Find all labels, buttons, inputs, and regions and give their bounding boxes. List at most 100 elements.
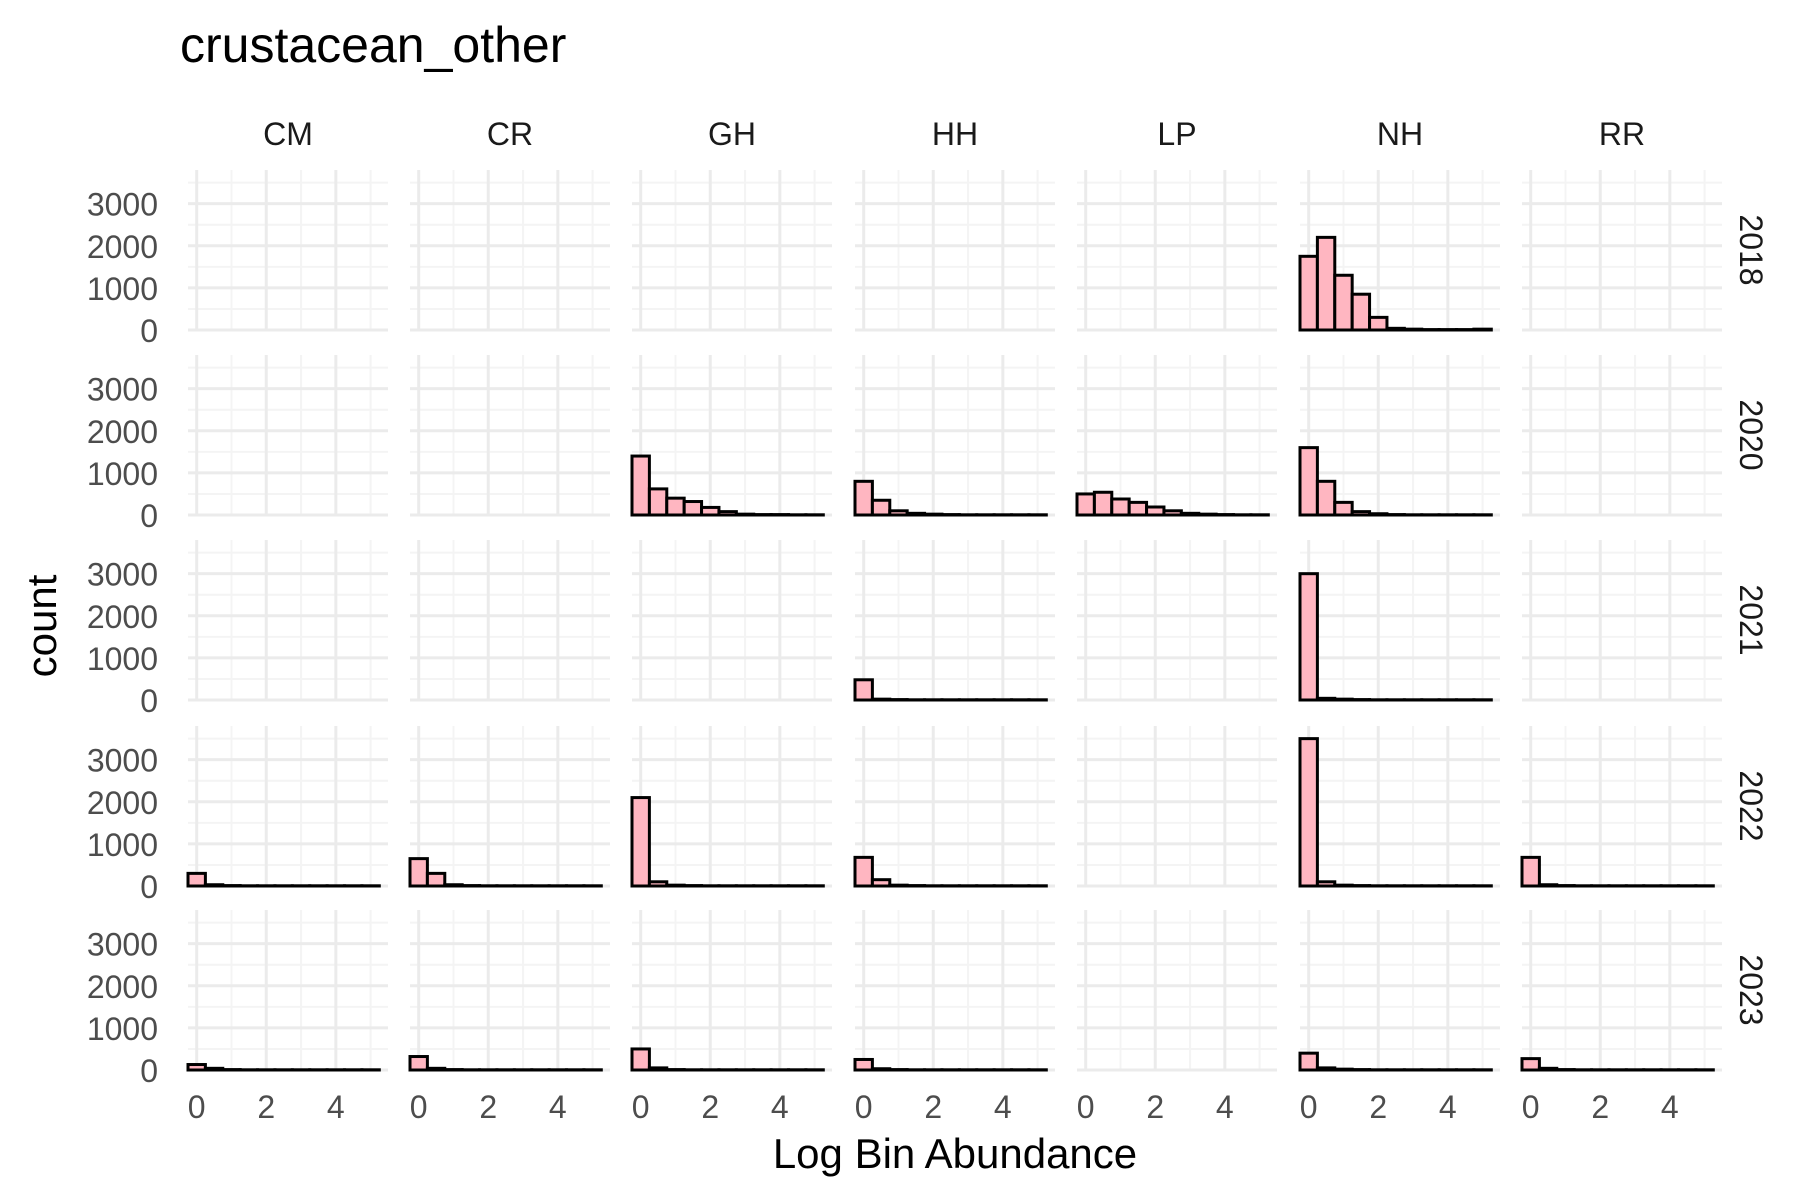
histogram-bar xyxy=(1333,273,1354,332)
x-tick-label: 4 xyxy=(549,1089,567,1125)
histogram-bar xyxy=(647,487,669,517)
y-tick-label: 0 xyxy=(140,1053,158,1089)
histogram-bar xyxy=(905,511,927,517)
facet-panel-CM-2022: 0 1000 2000 3000 xyxy=(87,726,388,905)
histogram-bar xyxy=(1179,511,1201,517)
x-tick-label: 4 xyxy=(1216,1089,1234,1125)
y-tick-label: 1000 xyxy=(87,827,158,863)
x-tick-label: 2 xyxy=(479,1089,497,1125)
histogram-bar xyxy=(1145,505,1166,517)
histogram-bar xyxy=(1298,254,1319,332)
y-tick-label: 1000 xyxy=(87,271,158,307)
x-tick-label: 4 xyxy=(1439,1089,1457,1125)
facet-panel-RR-2023: 0 2 4 xyxy=(1520,910,1722,1125)
facet-panel-LP-2018 xyxy=(1077,170,1277,332)
histogram-bar xyxy=(647,880,669,888)
histogram-bar xyxy=(1127,500,1149,517)
facet-panel-NH-2021 xyxy=(1298,540,1500,702)
y-tick-label: 0 xyxy=(140,498,158,534)
y-tick-label: 0 xyxy=(140,683,158,719)
histogram-bar xyxy=(1472,327,1493,332)
facet-panel-GH-2023: 0 2 4 xyxy=(630,910,832,1125)
histogram-bar xyxy=(682,500,704,517)
x-tick-label: 4 xyxy=(327,1089,345,1125)
y-tick-label: 2000 xyxy=(87,599,158,635)
facet-panel-LP-2020 xyxy=(1075,355,1277,517)
facet-panel-GH-2018 xyxy=(632,170,832,332)
y-tick-label: 1000 xyxy=(87,456,158,492)
histogram-bar xyxy=(1092,490,1114,517)
y-tick-label: 2000 xyxy=(87,969,158,1005)
y-tick-label: 2000 xyxy=(87,414,158,450)
facet-panel-RR-2020 xyxy=(1522,355,1722,517)
histogram-bar xyxy=(425,871,447,888)
histogram-bar xyxy=(853,678,874,702)
facet-panel-RR-2022 xyxy=(1520,726,1722,888)
facet-panel-HH-2018 xyxy=(855,170,1055,332)
histogram-bar xyxy=(1298,1051,1319,1072)
y-tick-label: 1000 xyxy=(87,1011,158,1047)
histogram-bar xyxy=(630,796,651,888)
facet-panel-CR-2020 xyxy=(410,355,610,517)
facet-panel-CR-2023: 0 2 4 xyxy=(408,910,610,1125)
histogram-bar xyxy=(1333,697,1354,702)
histogram-bar xyxy=(647,1066,669,1072)
facet-panel-HH-2020 xyxy=(853,355,1055,517)
histogram-bar xyxy=(665,883,686,888)
histogram-bar xyxy=(1298,572,1319,702)
y-tick-label: 3000 xyxy=(87,557,158,593)
facet-panel-NH-2022 xyxy=(1298,726,1500,888)
y-tick-label: 3000 xyxy=(87,372,158,408)
facet-panel-GH-2022 xyxy=(630,726,832,888)
facet-panel-GH-2020 xyxy=(630,355,832,517)
histogram-bar xyxy=(1537,1066,1559,1072)
facet-column-label: LP xyxy=(1157,116,1196,152)
histogram-bar xyxy=(186,871,207,888)
histogram-bar xyxy=(870,878,892,888)
histogram-bar xyxy=(1333,1067,1354,1072)
plot-layer: 0100020003000201801000200030002020010002… xyxy=(87,116,1769,1125)
facet-column-label: RR xyxy=(1599,116,1645,152)
histogram-bar xyxy=(408,1055,429,1072)
histogram-bar xyxy=(1110,497,1131,517)
facet-row-label: 2020 xyxy=(1733,399,1769,470)
facet-row-label: 2021 xyxy=(1733,584,1769,655)
histogram-bar xyxy=(1350,510,1372,517)
facet-column-label: HH xyxy=(932,116,978,152)
histogram-bar xyxy=(1162,509,1183,517)
facet-panel-HH-2023: 0 2 4 xyxy=(853,910,1055,1125)
histogram-bar xyxy=(870,697,892,702)
histogram-bar xyxy=(1368,512,1389,517)
histogram-bar xyxy=(1402,327,1424,332)
y-tick-label: 0 xyxy=(140,869,158,905)
x-tick-label: 2 xyxy=(1146,1089,1164,1125)
facet-panel-RR-2021 xyxy=(1522,540,1722,702)
histogram-bar xyxy=(1315,696,1337,702)
y-tick-label: 3000 xyxy=(87,187,158,223)
histogram-bar xyxy=(1537,883,1559,888)
histogram-bar xyxy=(1298,446,1319,517)
histogram-bar xyxy=(425,1066,447,1072)
facet-row-label: 2023 xyxy=(1733,954,1769,1025)
histogram-bar xyxy=(186,1063,207,1072)
y-tick-label: 3000 xyxy=(87,927,158,963)
histogram-bar xyxy=(203,883,225,888)
facet-panel-HH-2021 xyxy=(853,540,1055,702)
histogram-bar xyxy=(1075,492,1096,517)
x-tick-label: 0 xyxy=(1522,1089,1540,1125)
x-axis-label: Log Bin Abundance xyxy=(773,1130,1137,1177)
histogram-bar xyxy=(1197,512,1218,517)
x-tick-label: 2 xyxy=(257,1089,275,1125)
histogram-bar xyxy=(203,1066,225,1072)
facet-panel-LP-2023: 0 2 4 xyxy=(1077,910,1277,1125)
histogram-bar xyxy=(1520,1057,1541,1072)
y-tick-label: 0 xyxy=(140,313,158,349)
histogram-bar xyxy=(888,509,909,517)
x-tick-label: 4 xyxy=(994,1089,1012,1125)
y-tick-label: 2000 xyxy=(87,785,158,821)
facet-panel-RR-2018 xyxy=(1522,170,1722,332)
x-tick-label: 0 xyxy=(1300,1089,1318,1125)
x-tick-label: 4 xyxy=(771,1089,789,1125)
histogram-bar xyxy=(870,498,892,517)
facet-column-label: NH xyxy=(1377,116,1423,152)
